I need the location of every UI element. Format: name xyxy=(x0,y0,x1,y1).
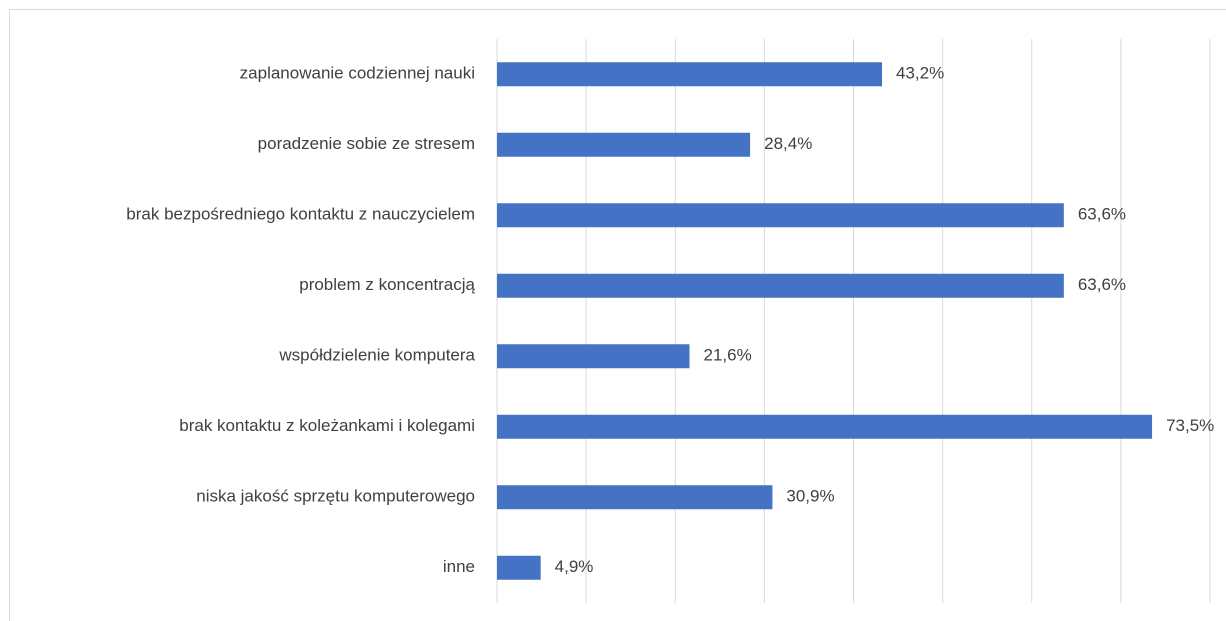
bar xyxy=(497,132,751,157)
y-tick-label: niska jakość sprzętu komputerowego xyxy=(196,487,475,506)
data-label: 63,6% xyxy=(1078,205,1126,224)
data-label: 21,6% xyxy=(704,346,752,365)
y-tick-label: poradzenie sobie ze stresem xyxy=(258,134,475,153)
data-label: 4,9% xyxy=(555,557,594,576)
bar xyxy=(497,203,1064,228)
bar xyxy=(497,273,1064,298)
data-label: 28,4% xyxy=(764,134,812,153)
data-label: 30,9% xyxy=(786,487,834,506)
data-label: 63,6% xyxy=(1078,275,1126,294)
data-label: 43,2% xyxy=(896,64,944,83)
chart-border xyxy=(9,9,1226,621)
bar xyxy=(497,344,690,369)
y-tick-label: problem z koncentracją xyxy=(299,275,475,294)
bar xyxy=(497,414,1153,439)
bar xyxy=(497,555,541,580)
y-tick-label: zaplanowanie codziennej nauki xyxy=(240,64,475,83)
y-tick-label: brak bezpośredniego kontaktu z nauczycie… xyxy=(126,205,475,224)
y-tick-label: inne xyxy=(443,557,475,576)
bar xyxy=(497,62,883,87)
y-tick-label: współdzielenie komputera xyxy=(278,346,475,365)
data-label: 73,5% xyxy=(1166,416,1214,435)
bar xyxy=(497,485,773,510)
y-tick-label: brak kontaktu z koleżankami i kolegami xyxy=(179,416,475,435)
